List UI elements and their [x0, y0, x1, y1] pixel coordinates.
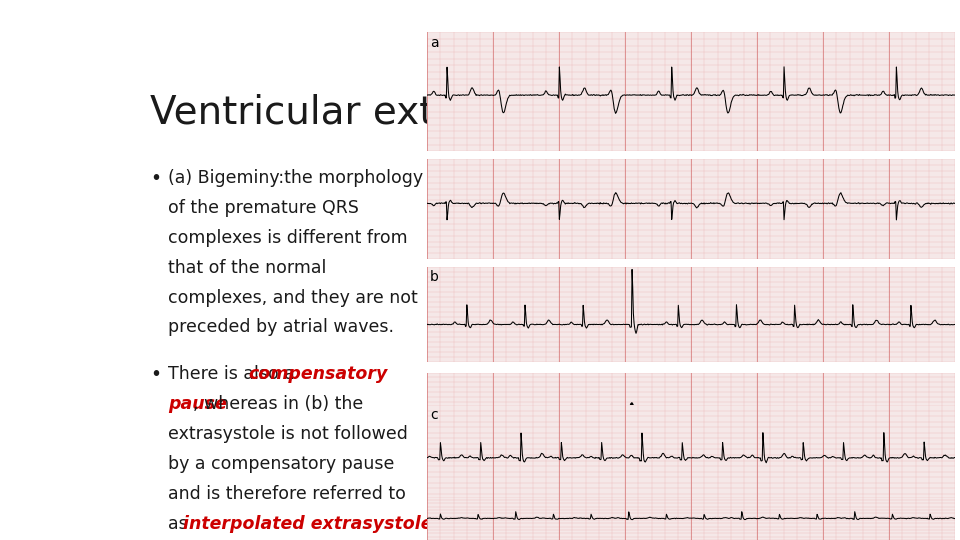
Text: c: c — [430, 408, 438, 422]
Text: pause: pause — [168, 395, 228, 413]
Text: by a compensatory pause: by a compensatory pause — [168, 455, 395, 473]
Text: a: a — [430, 36, 439, 50]
Text: and is therefore referred to: and is therefore referred to — [168, 485, 406, 503]
Text: as: as — [168, 515, 194, 532]
Text: complexes, and they are not: complexes, and they are not — [168, 288, 419, 307]
Text: There is also a: There is also a — [168, 365, 300, 383]
Text: Ventricular extrasystoles: Ventricular extrasystoles — [150, 94, 632, 132]
Text: compensatory: compensatory — [248, 365, 388, 383]
Text: b: b — [430, 270, 439, 284]
Text: (a) Bigeminy:the morphology: (a) Bigeminy:the morphology — [168, 168, 423, 187]
Text: , whereas in (b) the: , whereas in (b) the — [193, 395, 364, 413]
Text: •: • — [150, 365, 161, 384]
Text: interpolated extrasystole: interpolated extrasystole — [183, 515, 433, 532]
Text: •: • — [150, 168, 161, 188]
Text: of the premature QRS: of the premature QRS — [168, 199, 359, 217]
Text: that of the normal: that of the normal — [168, 259, 326, 276]
Text: preceded by atrial waves.: preceded by atrial waves. — [168, 319, 395, 336]
Text: complexes is different from: complexes is different from — [168, 228, 408, 247]
Text: extrasystole is not followed: extrasystole is not followed — [168, 425, 408, 443]
